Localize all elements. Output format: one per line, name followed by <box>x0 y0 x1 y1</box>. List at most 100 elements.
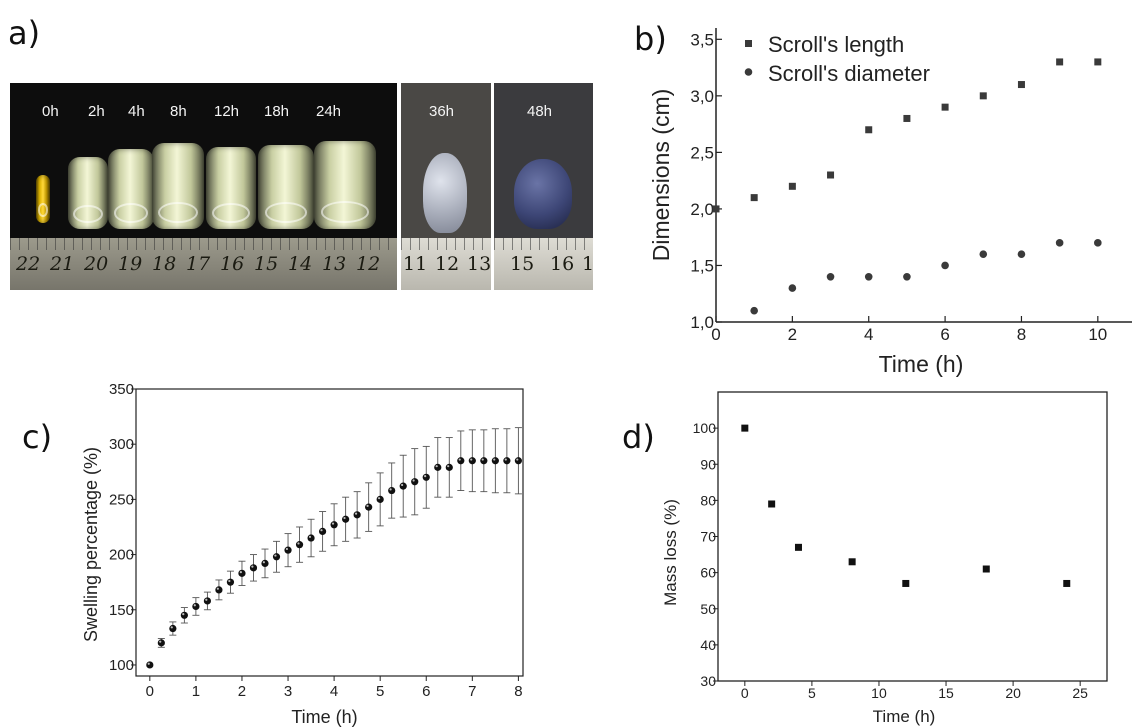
data-point-highlight <box>228 579 231 583</box>
data-point-highlight <box>493 458 496 461</box>
length-marker <box>1094 58 1102 66</box>
ruler-number: 15 <box>510 253 535 275</box>
x-tick-label: 5 <box>808 685 816 701</box>
x-axis-title: Time (h) <box>291 707 357 727</box>
y-tick-label: 90 <box>700 456 716 472</box>
x-tick-label: 10 <box>871 685 887 701</box>
photo-label-18h: 18h <box>264 103 290 120</box>
legend-diameter-marker <box>744 68 753 76</box>
diameter-marker <box>1094 239 1102 247</box>
x-tick-label: 25 <box>1072 685 1088 701</box>
y-tick-label: 350 <box>109 381 134 398</box>
y-axis-title: Mass loss (%) <box>661 499 680 606</box>
data-point-highlight <box>516 458 519 461</box>
ruler-number: 14 <box>288 253 313 275</box>
ruler-ticks <box>10 238 397 250</box>
diameter-marker <box>903 272 911 281</box>
diameter-marker <box>788 284 797 292</box>
hydrogel-scroll-48h <box>514 159 572 229</box>
x-axis-title: Time (h) <box>879 351 964 377</box>
data-point-highlight <box>343 516 346 520</box>
y-tick-label: 100 <box>109 657 134 674</box>
x-tick-label: 0 <box>711 325 720 344</box>
length-marker <box>865 126 873 134</box>
x-axis-title: Time (h) <box>873 707 936 726</box>
data-point <box>902 579 910 587</box>
length-marker <box>712 205 720 213</box>
data-point-highlight <box>262 561 265 564</box>
data-point-highlight <box>205 598 208 601</box>
panel-label-b: b) <box>634 20 667 58</box>
panel-label-a: a) <box>8 14 41 52</box>
x-tick-label: 8 <box>514 683 522 700</box>
y-tick-label: 200 <box>109 547 134 564</box>
length-marker <box>1017 81 1025 89</box>
hydrogel-scroll-12h <box>206 147 256 229</box>
diameter-marker <box>1055 239 1064 247</box>
data-point-highlight <box>251 565 254 568</box>
ruler-number: 18 <box>152 253 177 275</box>
x-tick-label: 4 <box>864 325 873 344</box>
legend-length-marker <box>745 40 752 47</box>
length-marker <box>941 103 949 111</box>
photo-label-2h: 2h <box>88 103 105 120</box>
x-tick-label: 3 <box>284 683 292 700</box>
legend-length-label: Scroll's length <box>768 32 904 57</box>
y-tick-label: 250 <box>109 491 134 508</box>
hydrogel-scroll-2h <box>68 157 108 229</box>
x-tick-label: 6 <box>940 325 949 344</box>
diameter-marker <box>750 306 758 315</box>
data-point <box>768 500 776 508</box>
y-tick-label: 50 <box>700 601 716 617</box>
data-point-highlight <box>377 497 381 500</box>
hydrogel-scroll-8h <box>152 143 204 229</box>
length-marker <box>788 182 796 190</box>
y-tick-label: 1,0 <box>690 313 714 332</box>
hydrogel-scroll-36h <box>423 153 467 233</box>
y-tick-label: 40 <box>700 637 716 653</box>
panel-label-c: c) <box>22 418 53 456</box>
data-point-highlight <box>389 488 392 491</box>
photo-swelling-0-24h: 0h 2h 4h 8h 12h 18h 24h 22 21 20 19 18 1… <box>10 83 397 290</box>
panel-label-d: d) <box>622 418 655 456</box>
hydrogel-scroll-24h <box>314 141 376 229</box>
y-axis-title: Swelling percentage (%) <box>81 447 101 642</box>
ruler-number: 22 <box>16 253 41 275</box>
data-point-highlight <box>470 458 473 461</box>
data-point-highlight <box>458 458 461 461</box>
y-tick-label: 70 <box>700 529 716 545</box>
photo-label-12h: 12h <box>214 103 240 120</box>
data-point <box>794 543 802 551</box>
ruler-number: 15 <box>254 253 279 275</box>
y-tick-label: 60 <box>700 565 716 581</box>
y-tick-label: 300 <box>109 436 134 453</box>
length-marker <box>827 171 835 179</box>
ruler-number: 12 <box>356 253 381 275</box>
x-tick-label: 0 <box>741 685 749 701</box>
ruler-48h: 15 16 1 <box>494 238 593 290</box>
data-point-highlight <box>320 529 323 532</box>
length-marker <box>979 92 987 100</box>
data-point-highlight <box>331 522 335 525</box>
ruler-36h: 11 12 13 <box>401 238 491 290</box>
ruler-number: 17 <box>186 253 211 275</box>
diameter-marker <box>864 272 873 281</box>
y-tick-label: 100 <box>693 420 717 436</box>
legend-diameter-label: Scroll's diameter <box>768 61 930 86</box>
y-axis-title: Dimensions (cm) <box>648 89 674 262</box>
x-tick-label: 4 <box>330 683 338 700</box>
data-point-highlight <box>401 483 404 487</box>
x-tick-label: 5 <box>376 683 384 700</box>
ruler-number: 11 <box>403 253 428 275</box>
x-tick-label: 2 <box>238 683 246 700</box>
photo-label-36h: 36h <box>429 103 455 120</box>
photo-swelling-36h: 36h 11 12 13 <box>401 83 491 290</box>
x-tick-label: 10 <box>1088 325 1107 344</box>
y-tick-label: 150 <box>109 602 134 619</box>
ruler-ticks <box>401 238 491 250</box>
data-point-highlight <box>147 662 150 665</box>
length-marker <box>903 114 911 122</box>
hydrogel-scroll-18h <box>258 145 314 229</box>
